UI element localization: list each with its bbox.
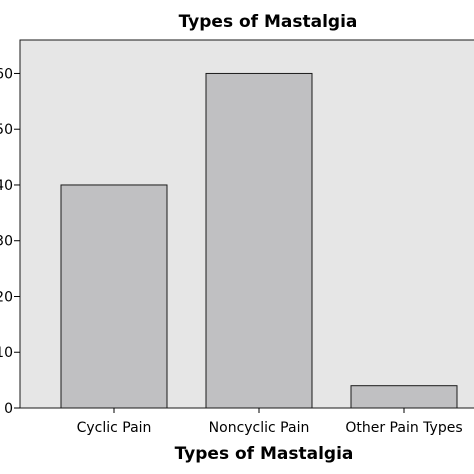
y-tick-label: 30 bbox=[0, 234, 13, 250]
x-tick-label: Other Pain Types bbox=[345, 420, 462, 436]
y-axis: 0 10 20 30 40 50 60 bbox=[0, 66, 20, 417]
bar bbox=[350, 385, 458, 409]
chart-title: Types of Mastalgia bbox=[179, 12, 358, 32]
bars bbox=[60, 72, 458, 409]
x-tick-label: Cyclic Pain bbox=[77, 420, 152, 436]
x-tick-label: Noncyclic Pain bbox=[209, 420, 310, 436]
x-axis: Cyclic Pain Noncyclic Pain Other Pain Type… bbox=[77, 408, 463, 436]
y-tick-label: 20 bbox=[0, 289, 13, 305]
y-tick-label: 10 bbox=[0, 345, 13, 361]
y-tick-label: 60 bbox=[0, 66, 13, 82]
y-tick-label: 40 bbox=[0, 178, 13, 194]
bar bbox=[60, 184, 168, 409]
x-axis-label: Types of Mastalgia bbox=[175, 444, 354, 464]
bar bbox=[205, 72, 313, 409]
y-tick-label: 50 bbox=[0, 122, 13, 138]
y-tick-label: 0 bbox=[4, 401, 13, 417]
